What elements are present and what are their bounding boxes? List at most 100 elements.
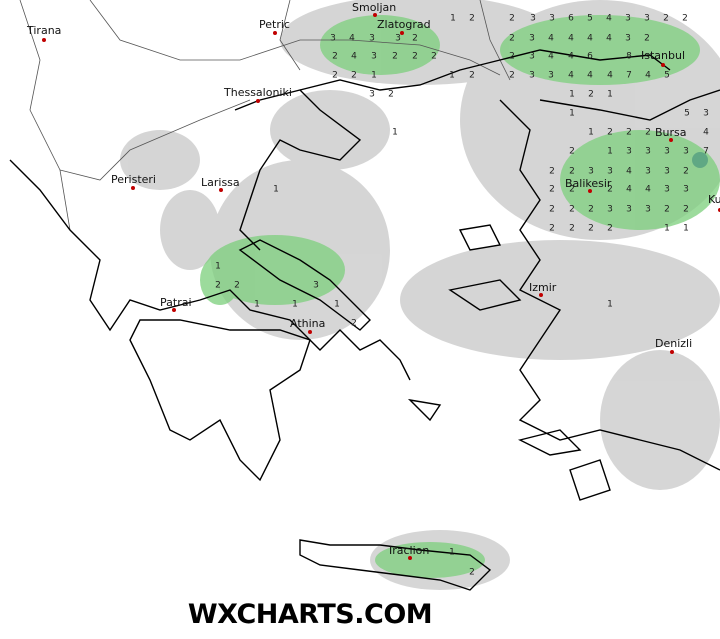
city-dot <box>400 31 404 35</box>
precipitation-areas <box>200 15 720 578</box>
city-dot <box>308 330 312 334</box>
city-label: Tirana <box>26 24 61 37</box>
city-dot <box>408 556 412 560</box>
precipitation-value: 5 <box>684 109 690 119</box>
precipitation-value: 4 <box>568 34 574 44</box>
city-dot <box>273 31 277 35</box>
precipitation-value: 2 <box>549 205 555 215</box>
precipitation-value: 3 <box>530 14 536 24</box>
precipitation-value: 2 <box>549 185 555 195</box>
precipitation-value: 2 <box>388 90 394 100</box>
city-dot <box>669 138 673 142</box>
precipitation-value: 2 <box>412 34 418 44</box>
precipitation-value: 3 <box>626 205 632 215</box>
precipitation-value: 3 <box>369 34 375 44</box>
precipitation-value: 3 <box>625 34 631 44</box>
precipitation-value: 3 <box>588 167 594 177</box>
city-label: Thessaloniki <box>223 86 292 99</box>
precipitation-value: 3 <box>529 71 535 81</box>
precipitation-value: 4 <box>568 52 574 62</box>
precipitation-value: 3 <box>607 167 613 177</box>
precipitation-value: 1 <box>371 71 377 81</box>
city-label: Izmir <box>529 281 557 294</box>
precipitation-value: 3 <box>549 14 555 24</box>
city-label: Smoljan <box>352 1 396 14</box>
city-dot <box>131 186 135 190</box>
precipitation-value: 2 <box>569 167 575 177</box>
precipitation-value: 6 <box>568 14 574 24</box>
precipitation-value: 1 <box>215 262 221 272</box>
precipitation-value: 1 <box>254 300 260 310</box>
city-label: Bursa <box>655 126 687 139</box>
precipitation-value: 2 <box>412 52 418 62</box>
city-dot <box>661 63 665 67</box>
precipitation-value: 2 <box>607 185 613 195</box>
precipitation-value: 2 <box>509 14 515 24</box>
precipitation-value: 2 <box>509 34 515 44</box>
precipitation-value: 2 <box>351 319 357 329</box>
precipitation-value: 2 <box>549 224 555 234</box>
precipitation-value: 4 <box>548 52 554 62</box>
city-label: Denizli <box>655 337 692 350</box>
precipitation-value: 2 <box>644 34 650 44</box>
precipitation-value: 3 <box>645 167 651 177</box>
precipitation-value: 2 <box>332 71 338 81</box>
precipitation-value: 2 <box>431 52 437 62</box>
precipitation-value: 2 <box>569 185 575 195</box>
precipitation-value: 3 <box>548 71 554 81</box>
precipitation-value: 4 <box>606 14 612 24</box>
precipitation-value: 3 <box>369 90 375 100</box>
precipitation-value: 3 <box>645 147 651 157</box>
precipitation-value: 2 <box>663 14 669 24</box>
precipitation-value: 2 <box>351 71 357 81</box>
precipitation-value: 3 <box>645 205 651 215</box>
precipitation-value: 4 <box>351 52 357 62</box>
precipitation-value: 2 <box>607 224 613 234</box>
precipitation-value: 2 <box>509 71 515 81</box>
precipitation-value: 2 <box>683 205 689 215</box>
precipitation-value: 2 <box>469 14 475 24</box>
precipitation-value: 3 <box>664 167 670 177</box>
city-dot <box>539 293 543 297</box>
precipitation-value: 2 <box>682 14 688 24</box>
precipitation-value: 3 <box>683 147 689 157</box>
city-label: Athina <box>290 317 325 330</box>
city-label: Peristeri <box>111 173 156 186</box>
city-dot <box>42 38 46 42</box>
borders <box>19 0 511 231</box>
precipitation-value: 4 <box>645 71 651 81</box>
precipitation-value: 8 <box>626 52 632 62</box>
precipitation-value: 3 <box>683 185 689 195</box>
precipitation-value: 4 <box>568 71 574 81</box>
precipitation-value: 2 <box>234 281 240 291</box>
precipitation-value: 2 <box>626 128 632 138</box>
city-dot <box>172 308 176 312</box>
precipitation-value: 2 <box>569 224 575 234</box>
precipitation-value: 4 <box>587 71 593 81</box>
precipitation-value: 3 <box>625 14 631 24</box>
precipitation-value: 1 <box>683 224 689 234</box>
precipitation-value: 3 <box>371 52 377 62</box>
precipitation-value: 3 <box>529 52 535 62</box>
city-dot <box>256 99 260 103</box>
precipitation-value: 2 <box>645 128 651 138</box>
precipitation-value: 3 <box>664 147 670 157</box>
precipitation-value: 1 <box>334 300 340 310</box>
precipitation-value: 4 <box>349 34 355 44</box>
precipitation-value: 5 <box>664 71 670 81</box>
precipitation-value: 1 <box>450 14 456 24</box>
precipitation-value: 2 <box>588 205 594 215</box>
precipitation-labels: 1 2 2 3 3 6 5 4 3 3 2 2 3 4 3 3 2 2 3 4 4 4 4 3 2 2 4 3 2 2 2 2 3 4 4 6 8 2 2 1… <box>215 14 709 578</box>
city-label: Larissa <box>201 176 240 189</box>
precipitation-value: 3 <box>395 34 401 44</box>
city-label: Patrai <box>160 296 192 309</box>
precipitation-value: 3 <box>330 34 336 44</box>
precipitation-value: 1 <box>449 548 455 558</box>
precipitation-value: 3 <box>313 281 319 291</box>
city-label: Zlatograd <box>377 18 431 31</box>
precipitation-value: 1 <box>664 224 670 234</box>
precipitation-value: 1 <box>569 90 575 100</box>
precipitation-value: 3 <box>626 147 632 157</box>
coastline <box>9 49 720 591</box>
